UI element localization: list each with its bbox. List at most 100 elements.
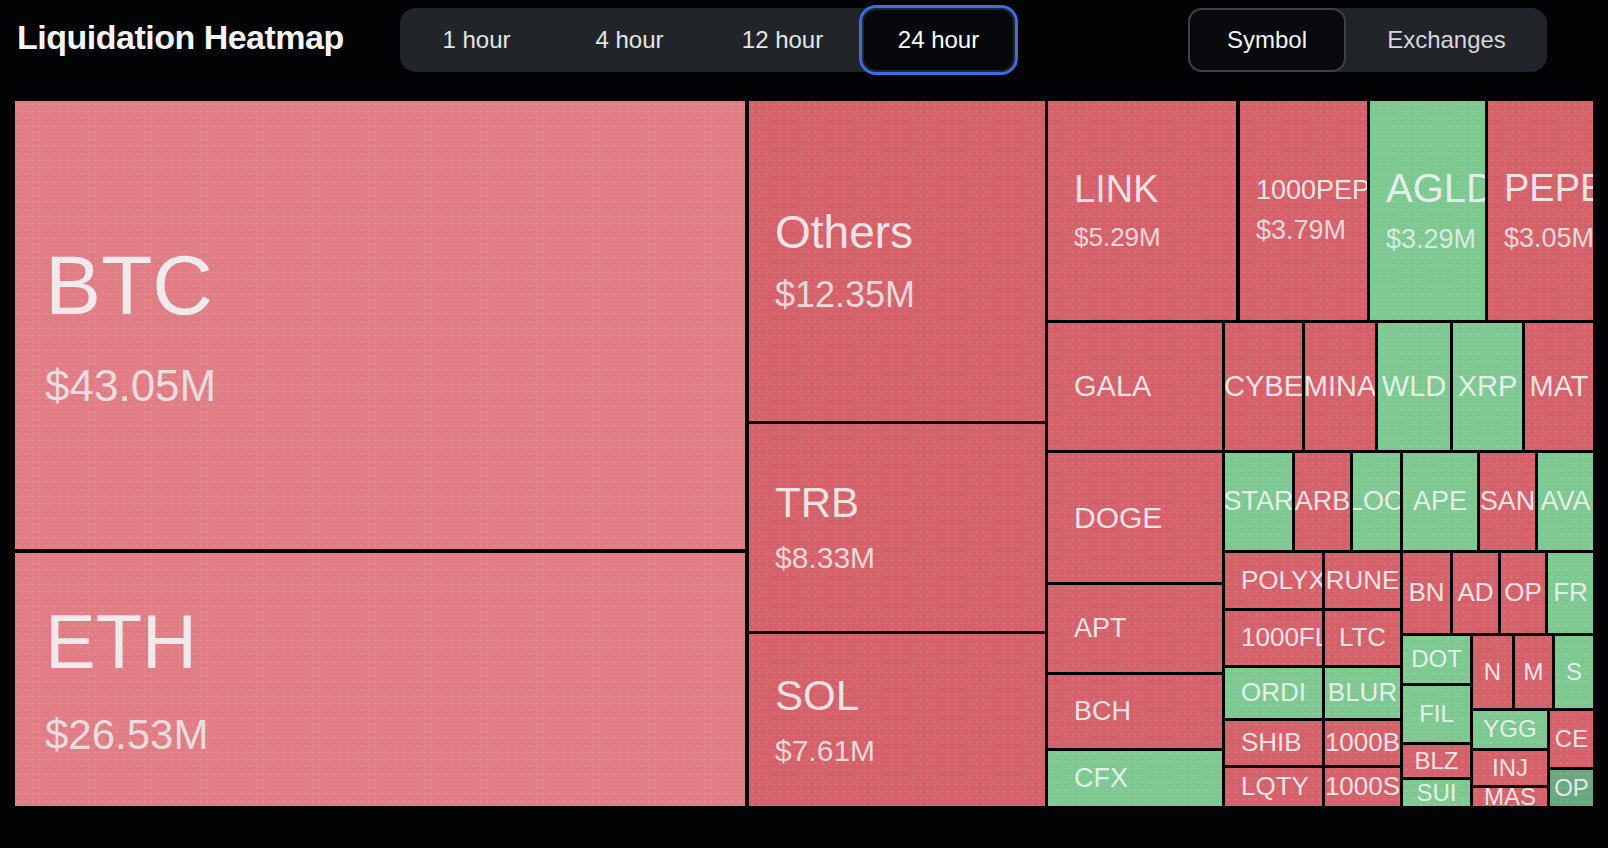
tile-symbol-label: SUI: [1416, 780, 1456, 806]
tile-symbol-label: PEPE: [1504, 167, 1593, 210]
tile-symbol-label: POLYX: [1241, 566, 1322, 595]
tile-op-2[interactable]: OP: [1550, 770, 1593, 806]
tile-blur[interactable]: BLUR: [1325, 668, 1400, 718]
tile-symbol-label: STAR: [1225, 486, 1292, 516]
tile-ad[interactable]: AD: [1453, 553, 1498, 633]
tile-xrp[interactable]: XRP: [1453, 323, 1522, 450]
tile-lqty[interactable]: LQTY: [1225, 768, 1322, 806]
tile-symbol-label: 1000B: [1325, 728, 1400, 757]
tile-star[interactable]: STAR: [1225, 453, 1292, 550]
tile-inj[interactable]: INJ: [1473, 751, 1547, 785]
tile-sui[interactable]: SUI: [1403, 780, 1470, 806]
tile-san[interactable]: SAN: [1480, 453, 1535, 550]
app-root: Liquidation Heatmap 1 hour 4 hour 12 hou…: [0, 0, 1608, 848]
tile-rune[interactable]: RUNE: [1325, 553, 1400, 608]
tile-wld[interactable]: WLD: [1378, 323, 1450, 450]
tile-symbol-label: INJ: [1492, 755, 1528, 782]
tile-pepe[interactable]: PEPE$3.05M: [1488, 101, 1593, 320]
tile-trb[interactable]: TRB $8.33M: [749, 424, 1045, 631]
tab-24-hour[interactable]: 24 hour: [859, 5, 1018, 75]
tile-symbol-label: APT: [1074, 613, 1127, 643]
tile-value-label: $8.33M: [775, 541, 875, 576]
tile-symbol-label: MINA: [1305, 370, 1375, 402]
tile-cfx[interactable]: CFX: [1048, 751, 1222, 806]
tile-ava[interactable]: AVA: [1538, 453, 1593, 550]
tile-symbol-label: MAT: [1529, 370, 1588, 402]
tile-btc[interactable]: BTC$43.05M: [15, 101, 745, 549]
tile-agld[interactable]: AGLD$3.29M: [1370, 101, 1485, 320]
tile-symbol-label: XRP: [1458, 370, 1518, 402]
tile-s[interactable]: S: [1555, 636, 1593, 708]
tile-n[interactable]: N: [1473, 636, 1512, 708]
tile-symbol-label: RUNE: [1326, 566, 1400, 595]
tile-mat[interactable]: MAT: [1525, 323, 1593, 450]
tile-m[interactable]: M: [1515, 636, 1552, 708]
tile-symbol-label: 1000S: [1325, 772, 1400, 801]
tile-1000b[interactable]: 1000B: [1325, 721, 1400, 765]
tile-link[interactable]: LINK$5.29M: [1048, 101, 1236, 320]
tile-others[interactable]: Others$12.35M: [749, 101, 1045, 421]
tab-1-hour[interactable]: 1 hour: [400, 8, 553, 72]
tile-blz[interactable]: BLZ: [1403, 745, 1470, 777]
tile-symbol-label: SHIB: [1241, 728, 1302, 757]
tile-symbol-label: ORDI: [1241, 678, 1306, 707]
tile-fil[interactable]: FIL: [1403, 686, 1470, 742]
tile-symbol-label: WLD: [1382, 370, 1446, 402]
tile-value-label: $3.79M: [1256, 215, 1346, 246]
tile-symbol-label: AD: [1457, 578, 1493, 607]
tile-eth[interactable]: ETH$26.53M: [15, 553, 745, 806]
tile-ygg[interactable]: YGG: [1473, 711, 1547, 748]
tile-symbol-label: ARB: [1295, 486, 1350, 516]
tile-symbol-label: MAS: [1484, 788, 1536, 806]
tile-1000pepe[interactable]: 1000PEPE$3.79M: [1240, 101, 1367, 320]
tab-4-hour[interactable]: 4 hour: [553, 8, 706, 72]
tile-symbol-label: LTC: [1339, 623, 1386, 652]
tile-gala[interactable]: GALA: [1048, 323, 1222, 450]
tile-sol[interactable]: SOL$7.61M: [749, 634, 1045, 806]
tile-arb[interactable]: ARB: [1295, 453, 1350, 550]
tile-polyx[interactable]: POLYX: [1225, 553, 1322, 608]
tile-dot[interactable]: DOT: [1403, 636, 1470, 683]
tile-ape[interactable]: APE: [1403, 453, 1477, 550]
tile-symbol-label: APE: [1413, 486, 1467, 516]
tile-symbol-label: TRB: [775, 479, 859, 526]
tile-symbol-label: CYBE: [1225, 370, 1302, 402]
tile-doge[interactable]: DOGE: [1048, 453, 1222, 582]
tile-mas[interactable]: MAS: [1473, 788, 1547, 806]
tile-mina[interactable]: MINA: [1305, 323, 1375, 450]
tile-symbol-label: N: [1484, 659, 1501, 686]
tile-ltc[interactable]: LTC: [1325, 611, 1400, 665]
tile-symbol-label: YGG: [1483, 716, 1536, 743]
tile-ordi[interactable]: ORDI: [1225, 668, 1322, 718]
tile-cybe[interactable]: CYBE: [1225, 323, 1302, 450]
tile-apt[interactable]: APT: [1048, 585, 1222, 672]
tile-symbol-label: FIL: [1419, 701, 1454, 728]
header: Liquidation Heatmap 1 hour 4 hour 12 hou…: [0, 0, 1608, 100]
tile-symbol-label: GALA: [1074, 370, 1151, 402]
tile-fr[interactable]: FR: [1548, 553, 1593, 633]
tile-ce[interactable]: CE: [1550, 711, 1593, 767]
tile-symbol-label: Others: [775, 207, 913, 259]
view-toggle: Symbol Exchanges: [1188, 8, 1547, 72]
tile-bch[interactable]: BCH: [1048, 675, 1222, 748]
toggle-exchanges[interactable]: Exchanges: [1346, 8, 1547, 72]
tile-loo[interactable]: LOO: [1353, 453, 1400, 550]
tile-value-label: $3.29M: [1386, 224, 1476, 255]
tile-value-label: $43.05M: [45, 361, 216, 412]
tile-1000s[interactable]: 1000S: [1325, 768, 1400, 806]
tile-bn[interactable]: BN: [1403, 553, 1450, 633]
tile-symbol-label: AVA: [1540, 486, 1590, 516]
tile-op[interactable]: OP: [1501, 553, 1545, 633]
tab-12-hour[interactable]: 12 hour: [706, 8, 859, 72]
tile-1000fl[interactable]: 1000FL: [1225, 611, 1322, 665]
tile-symbol-label: BLUR: [1328, 678, 1397, 707]
tile-shib[interactable]: SHIB: [1225, 721, 1322, 765]
tile-value-label: $26.53M: [45, 711, 208, 759]
tile-symbol-label: LOO: [1353, 486, 1400, 516]
tile-value-label: $5.29M: [1074, 223, 1161, 253]
liquidation-treemap: BTC$43.05METH$26.53MOthers$12.35M TRB $8.3…: [15, 101, 1593, 806]
toggle-symbol[interactable]: Symbol: [1188, 8, 1346, 72]
tile-symbol-label: 1000FL: [1241, 623, 1322, 652]
tile-symbol-label: LQTY: [1241, 772, 1309, 801]
tile-symbol-label: OP: [1504, 578, 1542, 607]
